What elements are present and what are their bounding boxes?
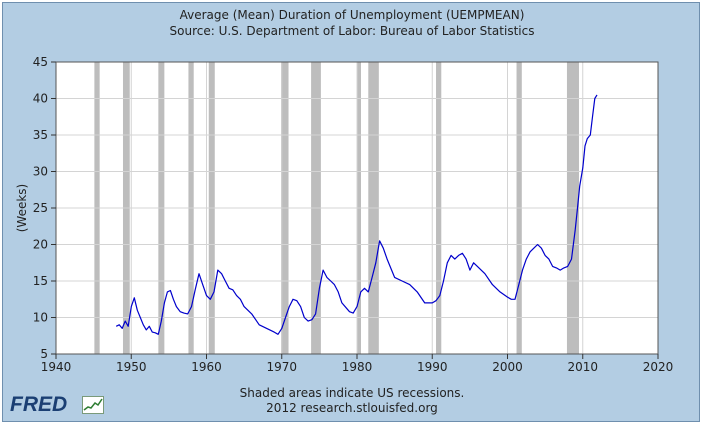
x-tick-label-1940: 1940 bbox=[41, 360, 72, 374]
source-credit: 2012 research.stlouisfed.org bbox=[266, 401, 438, 415]
x-tick-label-1980: 1980 bbox=[342, 360, 373, 374]
y-tick-label-15: 15 bbox=[33, 274, 48, 288]
y-tick-label-30: 30 bbox=[33, 165, 48, 179]
y-tick-label-5: 5 bbox=[40, 347, 48, 361]
series-line-uempmean bbox=[115, 94, 598, 335]
y-tick-label-35: 35 bbox=[33, 128, 48, 142]
x-tick-label-2000: 2000 bbox=[492, 360, 523, 374]
y-tick-label-45: 45 bbox=[33, 55, 48, 69]
recession-note: Shaded areas indicate US recessions. bbox=[239, 386, 465, 400]
y-tick-label-10: 10 bbox=[33, 311, 48, 325]
x-tick-label-1960: 1960 bbox=[191, 360, 222, 374]
x-tick-label-2010: 2010 bbox=[567, 360, 598, 374]
x-tick-label-1970: 1970 bbox=[266, 360, 297, 374]
chart-title: Average (Mean) Duration of Unemployment … bbox=[179, 8, 525, 22]
chart-subtitle: Source: U.S. Department of Labor: Bureau… bbox=[169, 24, 535, 38]
y-tick-label-20: 20 bbox=[33, 238, 48, 252]
fred-logo[interactable]: FRED bbox=[10, 393, 68, 416]
y-tick-label-40: 40 bbox=[33, 92, 48, 106]
series-lines bbox=[115, 94, 598, 335]
axes: 5 10 15 20 25 30 35 40 45 1940 1950 1960 1970 1980 199… bbox=[33, 55, 674, 374]
fred-chart-icon bbox=[82, 396, 104, 414]
y-tick-label-25: 25 bbox=[33, 201, 48, 215]
y-axis-label: (Weeks) bbox=[15, 184, 29, 233]
x-tick-label-1990: 1990 bbox=[417, 360, 448, 374]
x-tick-label-1950: 1950 bbox=[116, 360, 147, 374]
x-tick-label-2020: 2020 bbox=[643, 360, 674, 374]
